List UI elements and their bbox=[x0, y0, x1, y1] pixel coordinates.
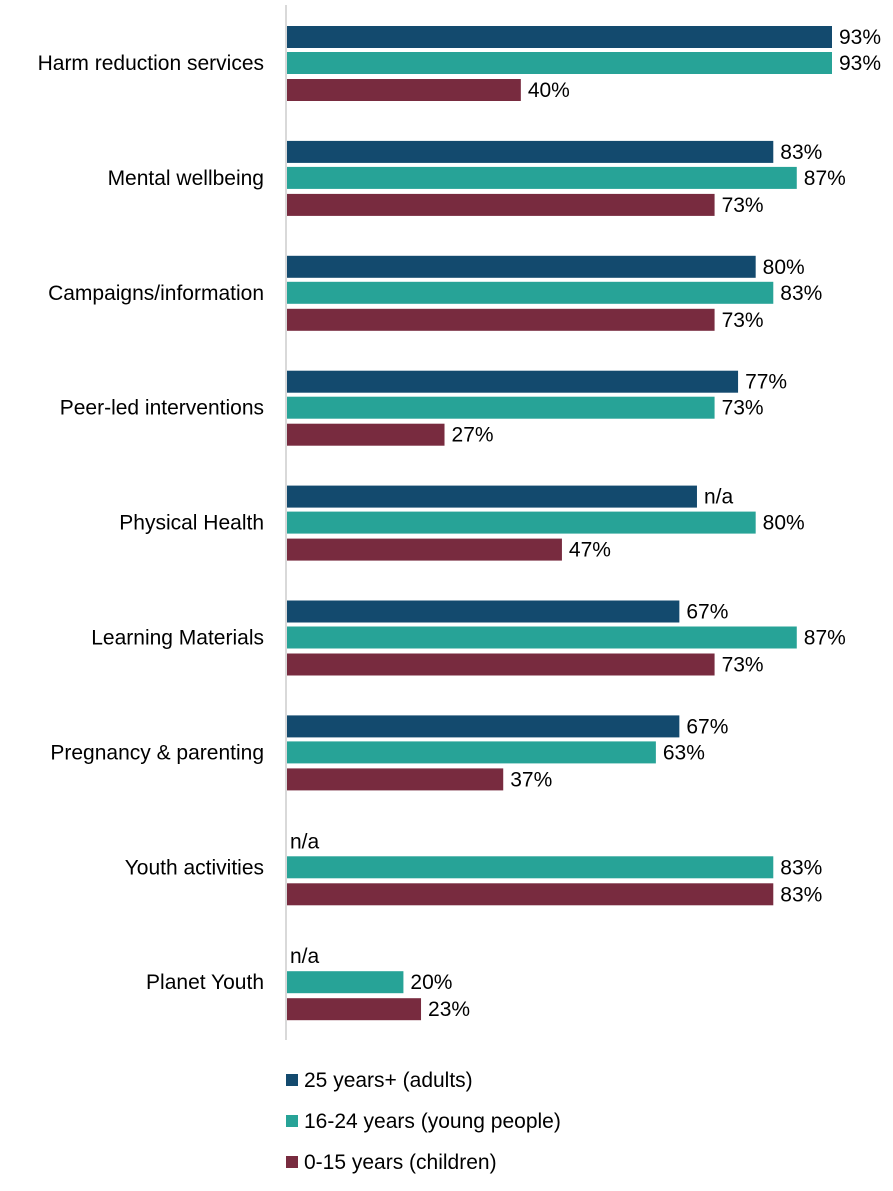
bar bbox=[287, 538, 562, 561]
category-label: Planet Youth bbox=[146, 971, 264, 994]
bar bbox=[287, 600, 680, 623]
bar bbox=[287, 883, 774, 906]
bar bbox=[287, 998, 422, 1021]
bar bbox=[287, 281, 774, 304]
data-label: 67% bbox=[686, 601, 728, 624]
bar bbox=[287, 741, 656, 764]
data-label: 83% bbox=[780, 883, 822, 906]
bar bbox=[287, 308, 715, 331]
bar bbox=[287, 715, 680, 738]
data-label: 37% bbox=[510, 768, 552, 791]
category-label: Mental wellbeing bbox=[108, 167, 264, 190]
legend-label: 0-15 years (children) bbox=[304, 1151, 497, 1174]
legend-swatch bbox=[286, 1074, 298, 1086]
category-label: Learning Materials bbox=[91, 627, 264, 650]
bar bbox=[287, 768, 504, 791]
bar bbox=[287, 396, 715, 419]
data-label: n/a bbox=[704, 486, 734, 509]
category-label: Campaigns/information bbox=[48, 282, 264, 305]
category-label: Youth activities bbox=[125, 856, 264, 879]
data-label: n/a bbox=[290, 945, 320, 968]
bar bbox=[287, 26, 832, 48]
legend: 25 years+ (adults) 16-24 years (young peo… bbox=[286, 1069, 561, 1174]
bar bbox=[287, 653, 715, 676]
bar bbox=[287, 626, 797, 649]
bar bbox=[287, 52, 832, 74]
data-label: 83% bbox=[780, 856, 822, 879]
legend-swatch bbox=[286, 1115, 298, 1127]
data-label: 77% bbox=[745, 371, 787, 394]
legend-swatch bbox=[286, 1156, 298, 1168]
data-label: 73% bbox=[722, 397, 764, 420]
data-label: 87% bbox=[804, 167, 846, 190]
data-label: 40% bbox=[528, 79, 570, 102]
data-label: 73% bbox=[722, 309, 764, 332]
data-label: 27% bbox=[452, 424, 494, 447]
data-label: 20% bbox=[410, 971, 452, 994]
data-label: 83% bbox=[780, 141, 822, 164]
category-label: Harm reduction services bbox=[38, 52, 264, 75]
bar bbox=[287, 193, 715, 216]
bar bbox=[287, 485, 697, 508]
bar bbox=[287, 255, 756, 278]
legend-label: 16-24 years (young people) bbox=[304, 1110, 561, 1133]
data-label: 93% bbox=[839, 26, 881, 49]
bar bbox=[287, 511, 756, 534]
data-label: 67% bbox=[686, 715, 728, 738]
data-label: 73% bbox=[722, 194, 764, 217]
category-label: Peer-led interventions bbox=[60, 397, 264, 420]
bar bbox=[287, 423, 445, 446]
bar bbox=[287, 79, 521, 101]
data-label: 63% bbox=[663, 741, 705, 764]
bar bbox=[287, 971, 404, 994]
data-label: 83% bbox=[780, 282, 822, 305]
data-label: 73% bbox=[722, 654, 764, 677]
category-label: Pregnancy & parenting bbox=[50, 741, 264, 764]
data-label: 80% bbox=[763, 256, 805, 279]
bar bbox=[287, 140, 774, 163]
bar bbox=[287, 370, 739, 393]
data-label: 80% bbox=[763, 512, 805, 535]
bar bbox=[287, 166, 797, 189]
data-label: 47% bbox=[569, 539, 611, 562]
category-label: Physical Health bbox=[119, 512, 264, 535]
bar bbox=[287, 856, 774, 879]
data-label: 93% bbox=[839, 52, 881, 75]
data-label: 23% bbox=[428, 998, 470, 1021]
data-label: n/a bbox=[290, 830, 320, 853]
data-label: 87% bbox=[804, 627, 846, 650]
legend-label: 25 years+ (adults) bbox=[304, 1069, 473, 1092]
